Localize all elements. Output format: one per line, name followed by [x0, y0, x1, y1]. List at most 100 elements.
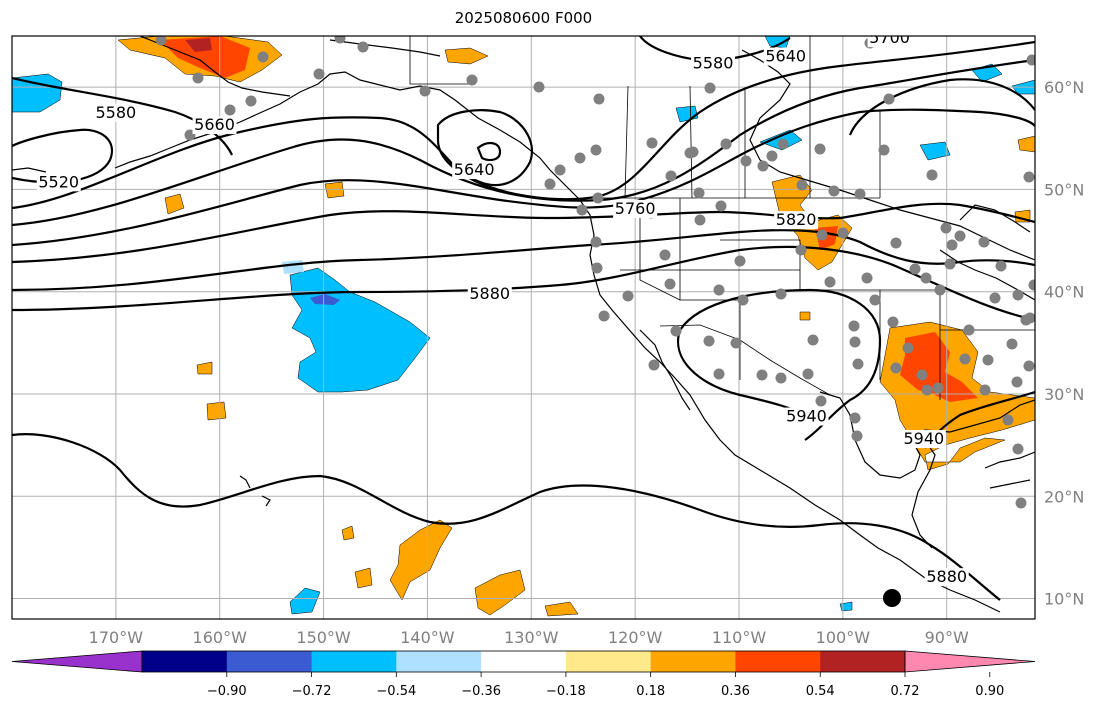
- station-dot: [890, 362, 902, 374]
- station-dot: [775, 288, 787, 300]
- station-dot: [851, 430, 863, 442]
- station-dot: [664, 278, 676, 290]
- colorbar-segment: [226, 651, 313, 672]
- contour-label: 5940: [786, 407, 827, 426]
- colorbar: [11, 650, 1036, 673]
- colorbar-extend-high: [904, 650, 1036, 673]
- map-title: 2025080600 F000: [454, 9, 593, 27]
- longitude-tick-label: 120°W: [608, 628, 663, 647]
- station-markers: [155, 36, 1035, 509]
- station-dot: [854, 188, 866, 200]
- contour-label-bg: [784, 407, 829, 426]
- station-dot: [592, 192, 604, 204]
- colorbar-segment: [565, 651, 652, 672]
- negative-anomaly-region: [289, 587, 321, 615]
- colorbar-segment: [481, 651, 567, 672]
- station-dot: [909, 263, 921, 275]
- station-dot: [720, 138, 732, 150]
- colorbar-tick-label: −0.90: [207, 684, 247, 699]
- colorbar-tick-label: −0.18: [546, 684, 586, 699]
- contour-label: 5820: [776, 210, 817, 229]
- station-dot: [1012, 443, 1024, 455]
- positive-anomaly-region: [1017, 135, 1035, 153]
- station-dot: [837, 227, 849, 239]
- map-frame: [11, 35, 1036, 620]
- station-dot: [890, 237, 902, 249]
- contour-label-bg: [774, 211, 819, 230]
- colorbar-extend-low: [11, 650, 143, 673]
- station-dot: [1011, 376, 1023, 388]
- contour-label-bg: [192, 116, 237, 135]
- station-dot: [849, 336, 861, 348]
- station-dot: [694, 214, 706, 226]
- station-dot: [1024, 312, 1035, 324]
- positive-anomaly-region: [444, 47, 489, 65]
- station-dot: [1023, 171, 1035, 183]
- station-dot: [1026, 54, 1035, 66]
- contour-label: 5880: [469, 284, 510, 303]
- longitude-tick-label: 140°W: [400, 628, 455, 647]
- station-dot: [713, 368, 725, 380]
- station-dot: [848, 320, 860, 332]
- contour-label: 5580: [95, 103, 136, 122]
- station-dot: [1028, 279, 1035, 291]
- station-dot: [533, 81, 545, 93]
- station-dot: [815, 395, 827, 407]
- station-dot: [852, 358, 864, 370]
- station-dot: [544, 178, 556, 190]
- station-dot: [740, 155, 752, 167]
- colorbar-tick-labels: −0.90 −0.72 −0.54 −0.36 −0.18 0.18 0.36 0.54 0.7…: [207, 672, 1004, 699]
- station-dot: [693, 187, 705, 199]
- positive-anomaly-region: [544, 601, 579, 617]
- colorbar-segment: [650, 651, 736, 672]
- negative-anomaly-region: [919, 141, 951, 161]
- station-dot: [796, 179, 808, 191]
- map-area: 5580 5660 5520 5640 5580 5640 5700 5760 5820 5880…: [12, 28, 1035, 619]
- station-dot: [591, 262, 603, 274]
- station-dot: [665, 170, 677, 182]
- contour-label-bg: [613, 199, 658, 218]
- strong-positive-anomaly-region: [900, 332, 978, 402]
- station-dot: [659, 249, 671, 261]
- station-dot: [646, 137, 658, 149]
- station-dot: [954, 230, 966, 242]
- negative-anomaly-region: [12, 73, 63, 113]
- station-dot: [828, 185, 840, 197]
- station-dot: [574, 152, 586, 164]
- station-dot: [687, 146, 699, 158]
- moderate-negative-anomaly-region: [310, 294, 340, 305]
- latitude-tick-label: 40°N: [1044, 283, 1084, 302]
- contour-label-bg: [867, 36, 912, 48]
- height-contour: [12, 58, 1035, 227]
- height-contour: [12, 433, 1001, 601]
- coastlines: [12, 36, 1035, 613]
- positive-anomaly-region: [799, 311, 811, 321]
- station-dot: [883, 93, 895, 105]
- longitude-tick-label: 130°W: [504, 628, 559, 647]
- contour-label: 5640: [454, 160, 495, 179]
- contour-label: 5700: [869, 28, 910, 47]
- station-dot: [959, 353, 971, 365]
- station-dot: [245, 95, 257, 107]
- colorbar-segment: [820, 651, 906, 672]
- colorbar-outline: [141, 650, 906, 673]
- contour-label: 5580: [693, 54, 734, 73]
- positive-anomaly-region: [164, 193, 185, 215]
- station-dot: [807, 334, 819, 346]
- station-dot: [598, 310, 610, 322]
- latitude-tick-label: 10°N: [1044, 590, 1084, 609]
- station-dot: [995, 260, 1007, 272]
- station-dot: [777, 138, 789, 150]
- latitude-tick-label: 60°N: [1044, 78, 1084, 97]
- station-dot: [878, 144, 890, 156]
- longitude-tick-label: 90°W: [925, 628, 969, 647]
- colorbar-segment: [311, 651, 397, 672]
- contour-label: 5640: [765, 47, 806, 66]
- contour-label-bg: [691, 54, 736, 73]
- station-dot: [902, 342, 914, 354]
- latitude-tick-label: 20°N: [1044, 487, 1084, 506]
- station-dot: [1015, 497, 1027, 509]
- contour-labels: 5580 5660 5520 5640 5580 5640 5700 5760 5820 5880…: [36, 28, 969, 587]
- positive-anomaly-region: [324, 181, 345, 199]
- station-dot: [766, 150, 778, 162]
